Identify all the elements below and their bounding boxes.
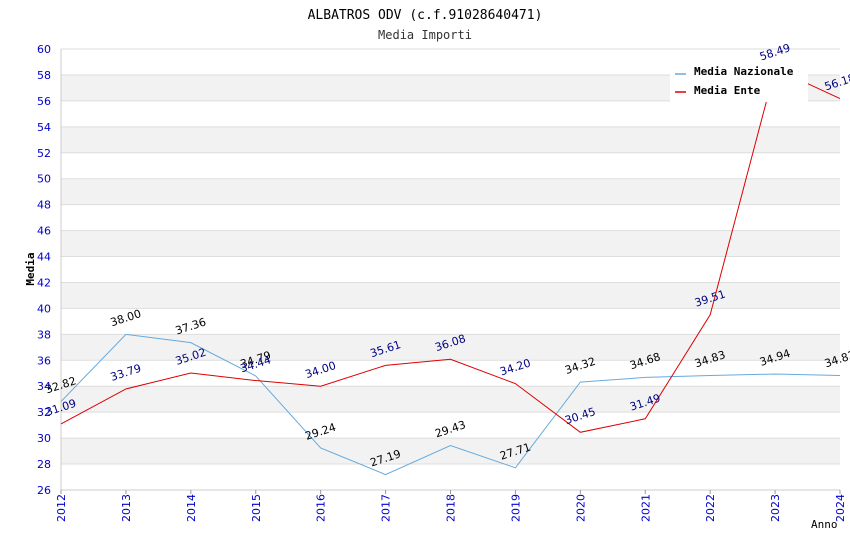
grid-band (61, 282, 840, 309)
x-tick-label: 2012 (55, 494, 68, 522)
y-tick-label: 54 (37, 121, 51, 134)
grid-lines (61, 48, 840, 491)
series-lines (60, 67, 841, 476)
y-tick-label: 48 (37, 199, 51, 212)
y-tick-label: 50 (37, 173, 51, 186)
y-tick-label: 34 (37, 380, 51, 393)
series-line-media-ente (60, 67, 841, 433)
y-tick-label: 32 (37, 406, 51, 419)
x-tick-label: 2022 (704, 494, 717, 522)
x-tick-label: 2015 (250, 494, 263, 522)
x-tick-label: 2018 (445, 494, 458, 522)
legend-label-media-ente: Media Ente (694, 84, 761, 97)
x-axis-label: Anno (811, 518, 838, 531)
y-tick-label: 52 (37, 147, 51, 160)
x-tick-label: 2016 (315, 494, 328, 522)
grid-band (61, 178, 840, 205)
y-tick-label: 44 (37, 251, 51, 264)
x-tick-label: 2017 (380, 494, 393, 522)
y-axis-ticks: 26 28 30 32 34 36 38 40 42 44 46 48 50 52 54 56 58 60 (37, 43, 51, 497)
x-tick-label: 2013 (120, 494, 133, 522)
y-tick-label: 42 (37, 276, 51, 289)
data-label: 29.43 (433, 418, 467, 440)
grid-band (61, 386, 840, 413)
y-tick-label: 58 (37, 69, 51, 82)
y-tick-label: 36 (37, 354, 51, 367)
chart-title: ALBATROS ODV (c.f.91028640471) (308, 8, 543, 23)
legend: Media Nazionale Media Ente (670, 60, 808, 102)
legend-box (670, 60, 808, 102)
y-tick-label: 46 (37, 225, 51, 238)
x-tick-label: 2024 (834, 494, 847, 522)
x-tick-label: 2019 (509, 494, 522, 522)
chart-subtitle: Media Importi (378, 28, 472, 42)
data-label: 33.79 (109, 362, 143, 384)
data-label: 38.00 (109, 307, 143, 329)
grid-bands (61, 74, 840, 465)
x-tick-label: 2023 (769, 494, 782, 522)
y-tick-label: 60 (37, 43, 51, 56)
y-tick-label: 40 (37, 302, 51, 315)
y-tick-label: 30 (37, 432, 51, 445)
data-label: 34.00 (304, 359, 338, 381)
series-line-media-nazionale (60, 333, 841, 476)
grid-band (61, 230, 840, 257)
y-axis-label: Media (24, 252, 37, 285)
grid-band (61, 334, 840, 361)
grid-band (61, 438, 840, 465)
grid-band (61, 126, 840, 153)
legend-label-media-nazionale: Media Nazionale (694, 65, 794, 78)
y-tick-label: 26 (37, 484, 51, 497)
x-tick-label: 2014 (185, 494, 198, 522)
x-tick-label: 2021 (639, 494, 652, 522)
y-tick-label: 38 (37, 328, 51, 341)
y-tick-label: 28 (37, 458, 51, 471)
y-tick-label: 56 (37, 95, 51, 108)
x-axis-ticks: 2012 2013 2014 2015 2016 2017 2018 2019 2020 2021… (55, 490, 847, 522)
x-tick-label: 2020 (574, 494, 587, 522)
